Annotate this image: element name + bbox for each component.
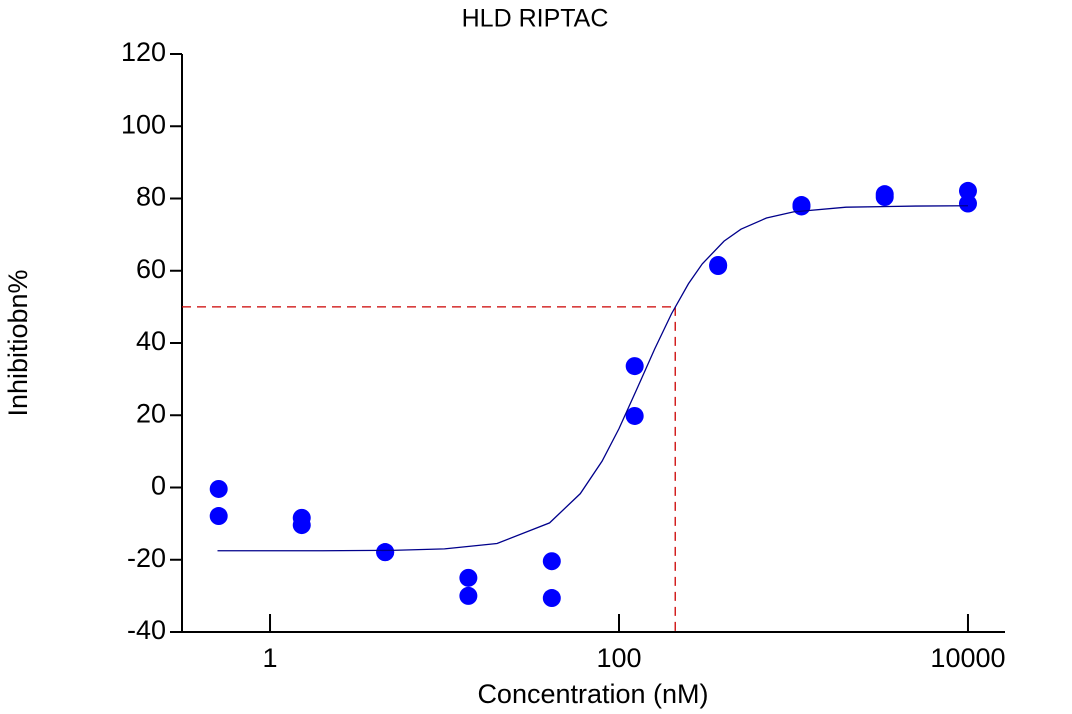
data-point bbox=[542, 552, 561, 571]
data-point bbox=[209, 479, 228, 498]
y-axis-label: Inhibitiobn% bbox=[3, 269, 33, 416]
y-tick-label: 80 bbox=[136, 182, 166, 212]
data-point bbox=[875, 188, 894, 207]
data-point bbox=[958, 194, 977, 213]
data-point bbox=[625, 357, 644, 376]
x-axis-label: Concentration (nM) bbox=[477, 679, 708, 709]
y-tick-label: 20 bbox=[136, 398, 166, 428]
data-point bbox=[709, 257, 728, 276]
y-tick-label: 60 bbox=[136, 254, 166, 284]
fit-curve bbox=[217, 205, 968, 552]
y-tick-label: -40 bbox=[127, 615, 166, 645]
data-point bbox=[625, 406, 644, 425]
x-tick-label: 1 bbox=[263, 643, 278, 673]
y-tick-label: -20 bbox=[127, 543, 166, 573]
data-point bbox=[792, 197, 811, 216]
y-tick-label: 100 bbox=[121, 109, 166, 139]
data-point bbox=[209, 507, 228, 526]
x-tick-label: 100 bbox=[596, 643, 641, 673]
data-point bbox=[292, 516, 311, 535]
y-tick-label: 0 bbox=[151, 471, 166, 501]
data-point bbox=[958, 181, 977, 200]
chart-title: HLD RIPTAC bbox=[462, 5, 609, 33]
x-tick-label: 10000 bbox=[930, 643, 1005, 673]
y-tick-label: 120 bbox=[121, 37, 166, 67]
data-point bbox=[542, 589, 561, 608]
y-tick-label: 40 bbox=[136, 326, 166, 356]
data-point bbox=[376, 543, 395, 562]
data-point bbox=[459, 586, 478, 605]
data-point bbox=[459, 568, 478, 587]
